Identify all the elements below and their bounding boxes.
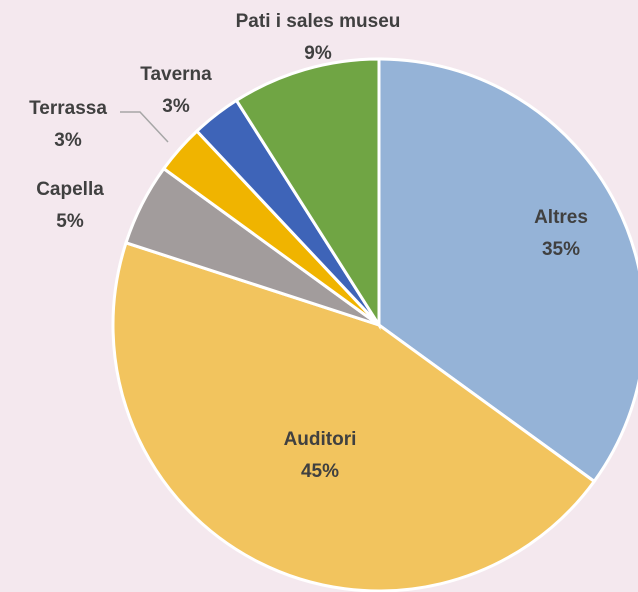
category-label: Pati i sales museu	[236, 11, 401, 32]
pie-slice	[234, 57, 381, 331]
pie-slice	[111, 240, 597, 592]
category-label: Capella	[36, 179, 104, 200]
category-label: Auditori	[284, 429, 357, 450]
value-label: 35%	[542, 239, 580, 260]
value-label: 3%	[54, 130, 82, 151]
value-label: 3%	[162, 96, 190, 117]
category-label: Terrassa	[29, 98, 107, 119]
leader-line	[120, 111, 169, 143]
pie-slice	[377, 57, 638, 484]
category-label: Altres	[534, 207, 588, 228]
value-label: 45%	[301, 461, 339, 482]
category-label: Taverna	[140, 64, 212, 85]
value-label: 9%	[304, 43, 332, 64]
value-label: 5%	[56, 211, 84, 232]
